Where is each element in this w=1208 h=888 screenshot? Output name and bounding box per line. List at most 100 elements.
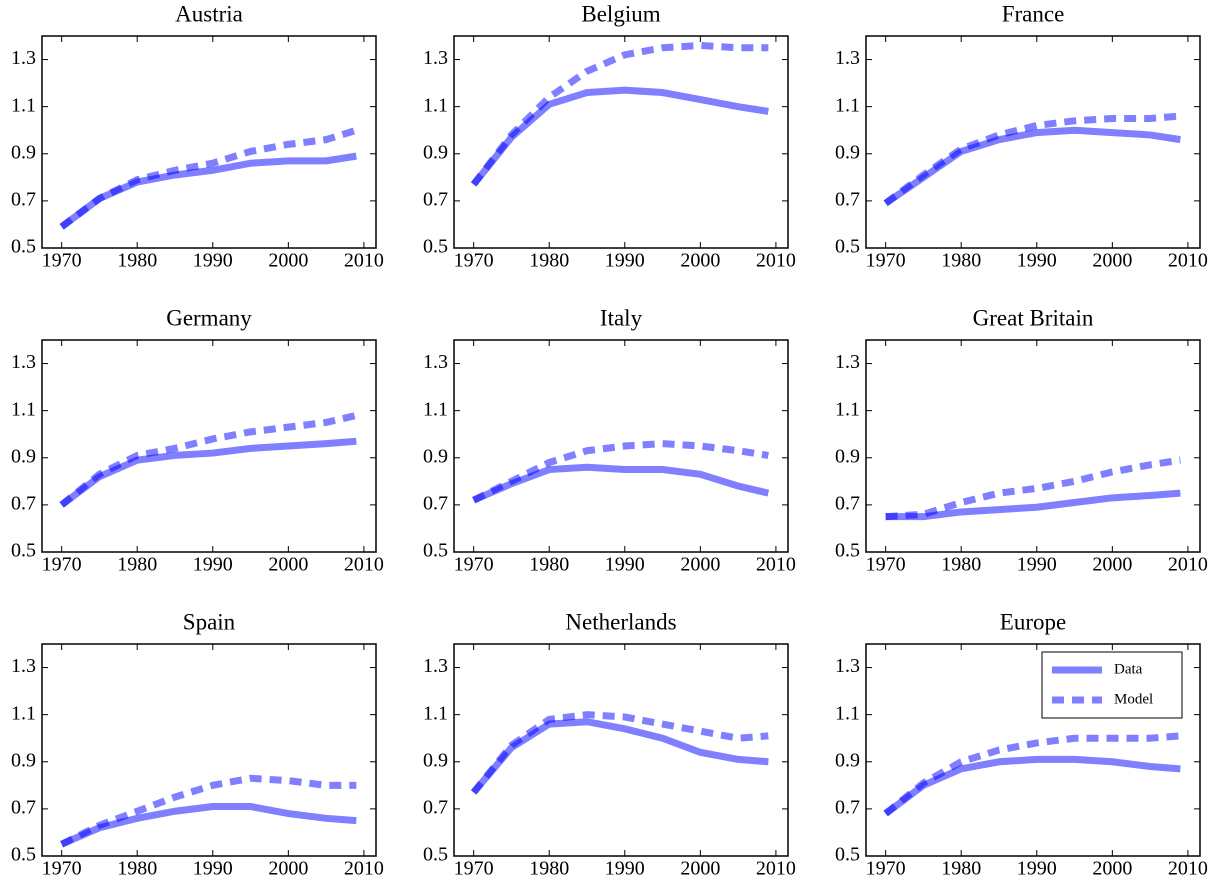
panel: Italy 1970 1980 1990 2000 2010 0.5 0.7 0.9 1.1 1.3 [423, 305, 796, 575]
x-tick-label: 1970 [866, 250, 906, 272]
y-tick-label: 0.7 [835, 796, 860, 818]
y-tick-label: 1.3 [11, 351, 36, 373]
panel: Great Britain 1970 1980 1990 2000 2010 0.5 0.7 0… [835, 305, 1208, 575]
series-line [59, 126, 358, 230]
x-tick-label: 2000 [680, 554, 720, 576]
x-tick-label: 2010 [344, 250, 384, 272]
y-tick-label: 1.3 [835, 351, 860, 373]
x-tick-label: 1980 [117, 554, 157, 576]
y-tick-label: 0.5 [423, 540, 448, 562]
x-tick-label: 2010 [344, 554, 384, 576]
y-tick-label: 0.9 [11, 445, 36, 467]
series-line [885, 456, 1181, 521]
legend-label: Data [1114, 661, 1143, 677]
x-tick-label: 1980 [941, 554, 981, 576]
x-tick-label: 2010 [1168, 858, 1208, 880]
x-tick-label: 1970 [454, 858, 494, 880]
axes-frame [453, 339, 789, 553]
y-tick-label: 0.5 [11, 540, 36, 562]
series-line [472, 440, 769, 504]
y-tick-label: 1.1 [835, 398, 860, 420]
y-tick-label: 0.9 [11, 141, 36, 163]
x-tick-label: 2000 [268, 250, 308, 272]
x-tick-label: 1970 [42, 250, 82, 272]
panel-title: Great Britain [973, 305, 1094, 330]
axes-frame [41, 35, 377, 249]
series-line [470, 718, 769, 795]
x-tick-label: 1980 [529, 858, 569, 880]
panel-title: Netherlands [565, 609, 676, 634]
y-tick-label: 1.3 [835, 655, 860, 677]
series-line [472, 463, 770, 504]
y-tick-label: 1.3 [423, 351, 448, 373]
series-line [59, 411, 358, 508]
y-tick-label: 0.7 [423, 492, 448, 514]
y-tick-label: 1.1 [423, 398, 448, 420]
axes-frame [41, 643, 377, 857]
x-tick-label: 2010 [344, 858, 384, 880]
series-line [470, 41, 769, 187]
x-tick-label: 1990 [1017, 554, 1057, 576]
y-tick-label: 1.1 [11, 94, 36, 116]
series-line [883, 126, 1181, 207]
y-tick-label: 0.7 [11, 492, 36, 514]
x-tick-label: 1990 [193, 554, 233, 576]
panel: Netherlands 1970 1980 1990 2000 2010 0.5 0.7 0.9… [423, 609, 796, 879]
x-tick-label: 2000 [680, 250, 720, 272]
x-tick-label: 1980 [529, 554, 569, 576]
panel: Germany 1970 1980 1990 2000 2010 0.5 0.7 0.9 1.1 1… [11, 305, 384, 575]
series-line [883, 755, 1181, 817]
panel: Belgium 1970 1980 1990 2000 2010 0.5 0.7 0.9 1.1 1… [423, 1, 796, 271]
y-tick-label: 0.5 [423, 236, 448, 258]
series-line [883, 112, 1181, 207]
panel-title: Belgium [581, 1, 660, 26]
x-tick-label: 1970 [42, 858, 82, 880]
x-tick-label: 2000 [1092, 554, 1132, 576]
x-tick-label: 1990 [193, 250, 233, 272]
y-tick-label: 1.3 [11, 655, 36, 677]
panel: Austria 1970 1980 1990 2000 2010 0.5 0.7 0.9 1.1 1… [11, 1, 384, 271]
axes-frame [865, 339, 1201, 553]
y-tick-label: 0.5 [835, 540, 860, 562]
y-tick-label: 0.7 [835, 188, 860, 210]
y-tick-label: 0.5 [11, 844, 36, 866]
panel-title: Spain [183, 609, 236, 634]
x-tick-label: 2010 [1168, 250, 1208, 272]
y-tick-label: 1.3 [835, 47, 860, 69]
axes-frame [41, 339, 377, 553]
y-tick-label: 1.1 [11, 702, 36, 724]
series-line [60, 803, 357, 848]
x-tick-label: 1980 [117, 250, 157, 272]
x-tick-label: 1990 [605, 554, 645, 576]
series-line [883, 732, 1181, 817]
x-tick-label: 1990 [1017, 250, 1057, 272]
x-tick-label: 2000 [268, 554, 308, 576]
x-tick-label: 1970 [454, 250, 494, 272]
x-tick-label: 1970 [866, 858, 906, 880]
panel-title: Germany [166, 305, 252, 330]
y-tick-label: 1.1 [11, 398, 36, 420]
x-tick-label: 1990 [605, 858, 645, 880]
y-tick-label: 0.9 [835, 749, 860, 771]
x-tick-label: 2010 [756, 554, 796, 576]
x-tick-label: 1980 [117, 858, 157, 880]
y-tick-label: 1.3 [423, 655, 448, 677]
y-tick-label: 0.7 [11, 796, 36, 818]
x-tick-label: 1990 [193, 858, 233, 880]
y-tick-label: 1.1 [835, 702, 860, 724]
y-tick-label: 0.5 [423, 844, 448, 866]
y-tick-label: 0.7 [835, 492, 860, 514]
axes-frame [865, 35, 1201, 249]
x-tick-label: 2010 [756, 250, 796, 272]
y-tick-label: 0.9 [835, 141, 860, 163]
series-line [470, 711, 769, 795]
y-tick-label: 1.1 [423, 94, 448, 116]
y-tick-label: 1.3 [11, 47, 36, 69]
y-tick-label: 0.7 [423, 188, 448, 210]
x-tick-label: 1980 [941, 250, 981, 272]
panel-title: Europe [1000, 609, 1066, 634]
panel: France 1970 1980 1990 2000 2010 0.5 0.7 0.9 1.1 1.… [835, 1, 1208, 271]
legend-box [1041, 651, 1183, 719]
panel-title: France [1002, 1, 1065, 26]
